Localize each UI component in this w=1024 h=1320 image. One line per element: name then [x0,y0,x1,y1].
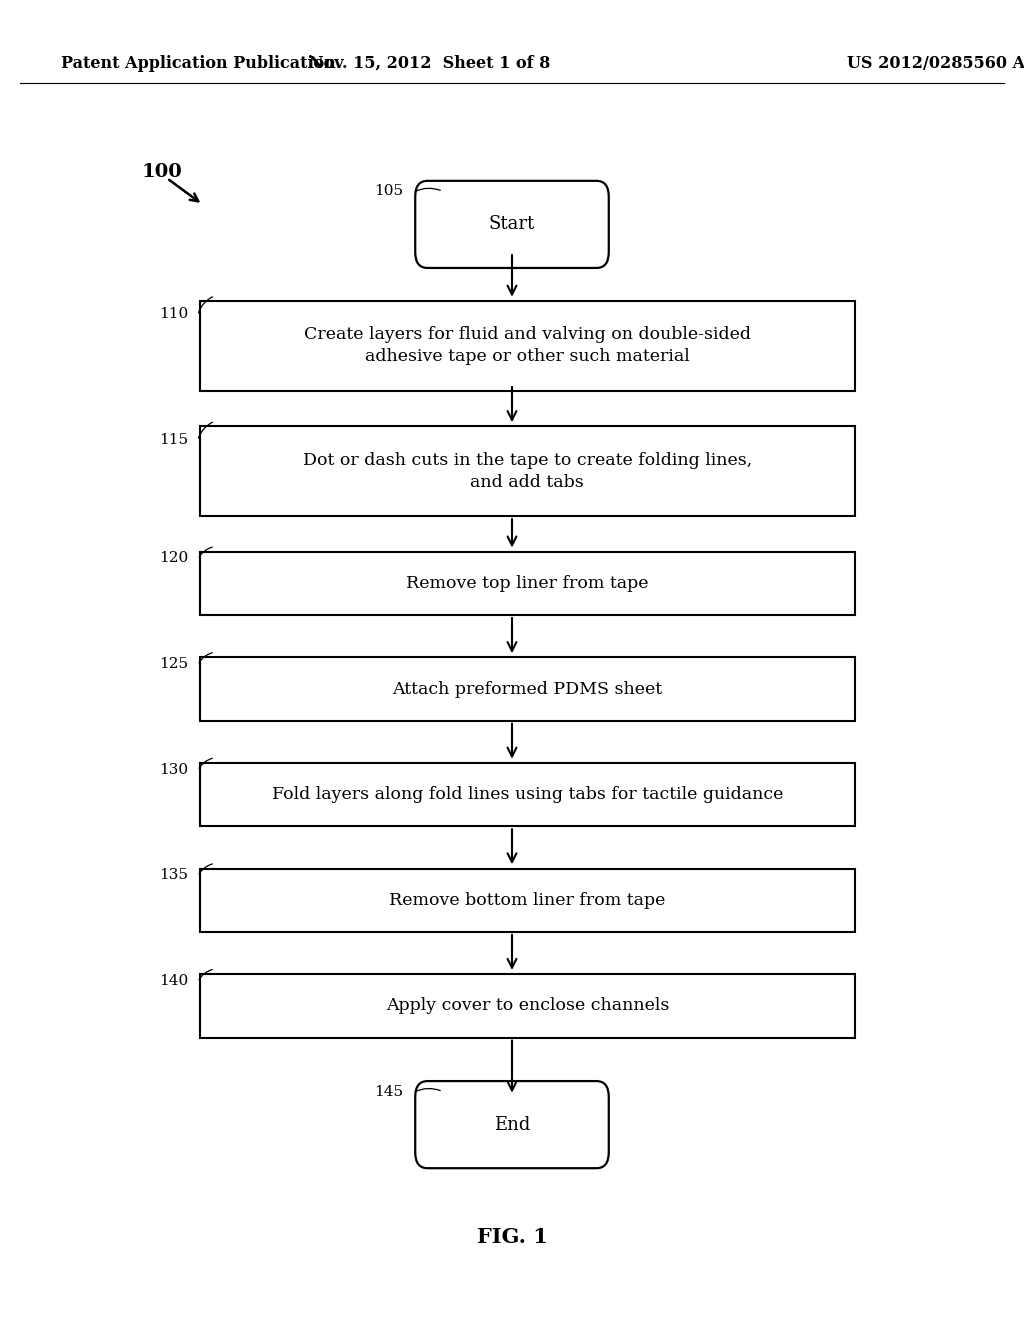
Text: 130: 130 [159,763,187,776]
Text: Start: Start [488,215,536,234]
Text: 110: 110 [159,308,188,321]
FancyBboxPatch shape [416,1081,608,1168]
Bar [200,426,855,516]
Text: End: End [494,1115,530,1134]
Text: 125: 125 [159,657,187,671]
Text: Create layers for fluid and valving on double-sided
adhesive tape or other such : Create layers for fluid and valving on d… [304,326,751,366]
Text: FIG. 1: FIG. 1 [476,1226,548,1247]
Text: Dot or dash cuts in the tape to create folding lines,
and add tabs: Dot or dash cuts in the tape to create f… [303,451,752,491]
Bar [200,301,855,391]
FancyBboxPatch shape [416,181,608,268]
Bar [200,552,855,615]
Text: 135: 135 [159,869,187,882]
Bar [200,763,855,826]
Text: 140: 140 [159,974,188,987]
Text: 120: 120 [159,552,188,565]
Text: Attach preformed PDMS sheet: Attach preformed PDMS sheet [392,681,663,697]
Text: Apply cover to enclose channels: Apply cover to enclose channels [386,998,669,1014]
Text: 145: 145 [374,1085,402,1098]
Text: 100: 100 [141,162,182,181]
Text: Patent Application Publication: Patent Application Publication [61,55,336,71]
Text: Remove bottom liner from tape: Remove bottom liner from tape [389,892,666,908]
Text: Fold layers along fold lines using tabs for tactile guidance: Fold layers along fold lines using tabs … [271,787,783,803]
Bar [200,974,855,1038]
Text: 115: 115 [159,433,187,446]
Text: Remove top liner from tape: Remove top liner from tape [407,576,648,591]
Text: Nov. 15, 2012  Sheet 1 of 8: Nov. 15, 2012 Sheet 1 of 8 [309,55,551,71]
Bar [200,869,855,932]
Text: 105: 105 [374,185,402,198]
Text: US 2012/0285560 A1: US 2012/0285560 A1 [848,55,1024,71]
Bar [200,657,855,721]
